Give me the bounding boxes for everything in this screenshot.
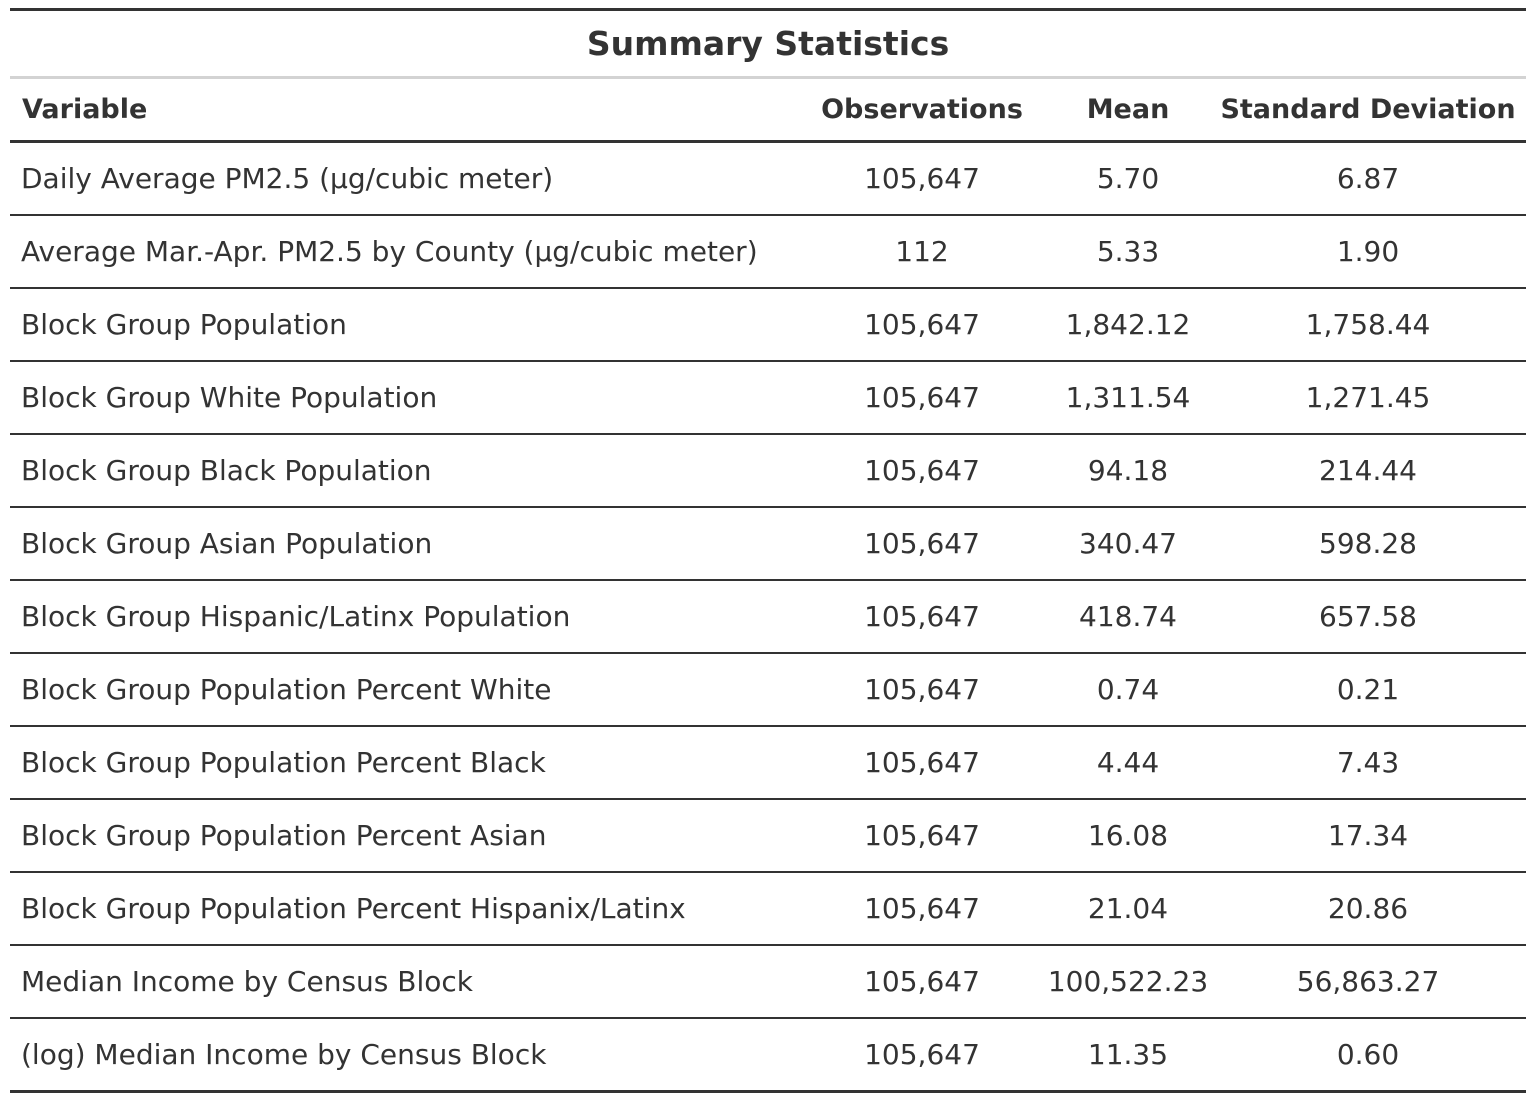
table-row: Block Group Asian Population 105,647 340… (10, 507, 1527, 581)
summary-statistics-table-container: Summary Statistics Variable Observations… (10, 8, 1527, 1093)
cell-standard-deviation: 0.60 (1210, 1018, 1527, 1093)
cell-variable: Block Group Population (10, 288, 798, 362)
table-row: Daily Average PM2.5 (µg/cubic meter) 105… (10, 141, 1527, 216)
cell-mean: 4.44 (1046, 726, 1210, 800)
table-row: Block Group White Population 105,647 1,3… (10, 361, 1527, 435)
table-row: Average Mar.-Apr. PM2.5 by County (µg/cu… (10, 215, 1527, 289)
cell-variable: (log) Median Income by Census Block (10, 1018, 798, 1093)
cell-observations: 105,647 (798, 434, 1046, 508)
cell-standard-deviation: 20.86 (1210, 872, 1527, 946)
cell-standard-deviation: 1,758.44 (1210, 288, 1527, 362)
cell-observations: 105,647 (798, 580, 1046, 654)
cell-variable: Block Group White Population (10, 361, 798, 435)
cell-observations: 105,647 (798, 141, 1046, 216)
cell-variable: Daily Average PM2.5 (µg/cubic meter) (10, 141, 798, 216)
cell-standard-deviation: 657.58 (1210, 580, 1527, 654)
table-row: Block Group Hispanic/Latinx Population 1… (10, 580, 1527, 654)
cell-mean: 21.04 (1046, 872, 1210, 946)
cell-mean: 11.35 (1046, 1018, 1210, 1093)
table-row: Block Group Population 105,647 1,842.12 … (10, 288, 1527, 362)
cell-variable: Block Group Black Population (10, 434, 798, 508)
table-row: Block Group Population Percent White 105… (10, 653, 1527, 727)
table-title: Summary Statistics (10, 8, 1527, 79)
cell-variable: Block Group Population Percent Hispanix/… (10, 872, 798, 946)
cell-observations: 105,647 (798, 288, 1046, 362)
table-row: (log) Median Income by Census Block 105,… (10, 1018, 1527, 1093)
column-header-variable: Variable (10, 77, 798, 143)
column-header-standard-deviation: Standard Deviation (1210, 77, 1527, 143)
cell-observations: 105,647 (798, 507, 1046, 581)
cell-observations: 112 (798, 215, 1046, 289)
cell-standard-deviation: 1.90 (1210, 215, 1527, 289)
column-header-observations: Observations (798, 77, 1046, 143)
summary-statistics-table: Summary Statistics Variable Observations… (10, 8, 1527, 1093)
cell-variable: Block Group Asian Population (10, 507, 798, 581)
cell-observations: 105,647 (798, 653, 1046, 727)
column-header-mean: Mean (1046, 77, 1210, 143)
cell-standard-deviation: 17.34 (1210, 799, 1527, 873)
cell-variable: Block Group Hispanic/Latinx Population (10, 580, 798, 654)
cell-variable: Median Income by Census Block (10, 945, 798, 1019)
cell-standard-deviation: 214.44 (1210, 434, 1527, 508)
table-body: Daily Average PM2.5 (µg/cubic meter) 105… (10, 141, 1527, 1093)
cell-mean: 418.74 (1046, 580, 1210, 654)
cell-observations: 105,647 (798, 872, 1046, 946)
cell-mean: 5.70 (1046, 141, 1210, 216)
cell-mean: 1,311.54 (1046, 361, 1210, 435)
column-header-row: Variable Observations Mean Standard Devi… (10, 77, 1527, 143)
cell-observations: 105,647 (798, 361, 1046, 435)
cell-observations: 105,647 (798, 726, 1046, 800)
cell-mean: 100,522.23 (1046, 945, 1210, 1019)
cell-standard-deviation: 598.28 (1210, 507, 1527, 581)
cell-mean: 16.08 (1046, 799, 1210, 873)
cell-variable: Average Mar.-Apr. PM2.5 by County (µg/cu… (10, 215, 798, 289)
table-row: Block Group Population Percent Hispanix/… (10, 872, 1527, 946)
cell-mean: 1,842.12 (1046, 288, 1210, 362)
cell-standard-deviation: 6.87 (1210, 141, 1527, 216)
table-row: Block Group Population Percent Asian 105… (10, 799, 1527, 873)
cell-standard-deviation: 0.21 (1210, 653, 1527, 727)
cell-mean: 5.33 (1046, 215, 1210, 289)
cell-standard-deviation: 7.43 (1210, 726, 1527, 800)
cell-mean: 94.18 (1046, 434, 1210, 508)
table-row: Block Group Population Percent Black 105… (10, 726, 1527, 800)
cell-observations: 105,647 (798, 945, 1046, 1019)
cell-variable: Block Group Population Percent Black (10, 726, 798, 800)
cell-mean: 340.47 (1046, 507, 1210, 581)
cell-mean: 0.74 (1046, 653, 1210, 727)
table-title-row: Summary Statistics (10, 8, 1527, 79)
cell-observations: 105,647 (798, 1018, 1046, 1093)
table-row: Block Group Black Population 105,647 94.… (10, 434, 1527, 508)
cell-standard-deviation: 56,863.27 (1210, 945, 1527, 1019)
cell-variable: Block Group Population Percent White (10, 653, 798, 727)
cell-standard-deviation: 1,271.45 (1210, 361, 1527, 435)
cell-variable: Block Group Population Percent Asian (10, 799, 798, 873)
table-row: Median Income by Census Block 105,647 10… (10, 945, 1527, 1019)
cell-observations: 105,647 (798, 799, 1046, 873)
